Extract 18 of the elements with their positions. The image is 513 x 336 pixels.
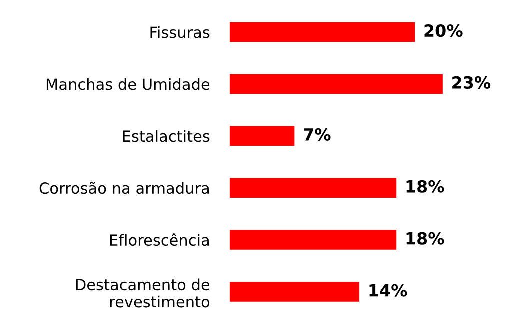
y-tick-label: Manchas de Umidade <box>46 78 210 90</box>
bar <box>230 282 360 302</box>
bar <box>230 178 397 198</box>
data-label: 23% <box>452 76 491 90</box>
y-tick-label: Corrosão na armadura <box>40 182 209 194</box>
data-label: 20% <box>424 24 463 38</box>
bar <box>230 22 416 42</box>
y-tick-label: Estalactites <box>123 130 210 142</box>
data-label: 14% <box>370 284 408 297</box>
bar <box>230 230 397 250</box>
y-tick-label: Fissuras <box>150 26 210 38</box>
bar <box>230 126 295 146</box>
bar <box>230 74 443 94</box>
data-label: 18% <box>406 180 444 193</box>
data-label: 7% <box>304 128 331 141</box>
data-label: 18% <box>406 232 444 245</box>
y-tick-label: Destacamento de revestimento <box>76 278 210 308</box>
y-tick-label: Eflorescência <box>110 234 209 246</box>
